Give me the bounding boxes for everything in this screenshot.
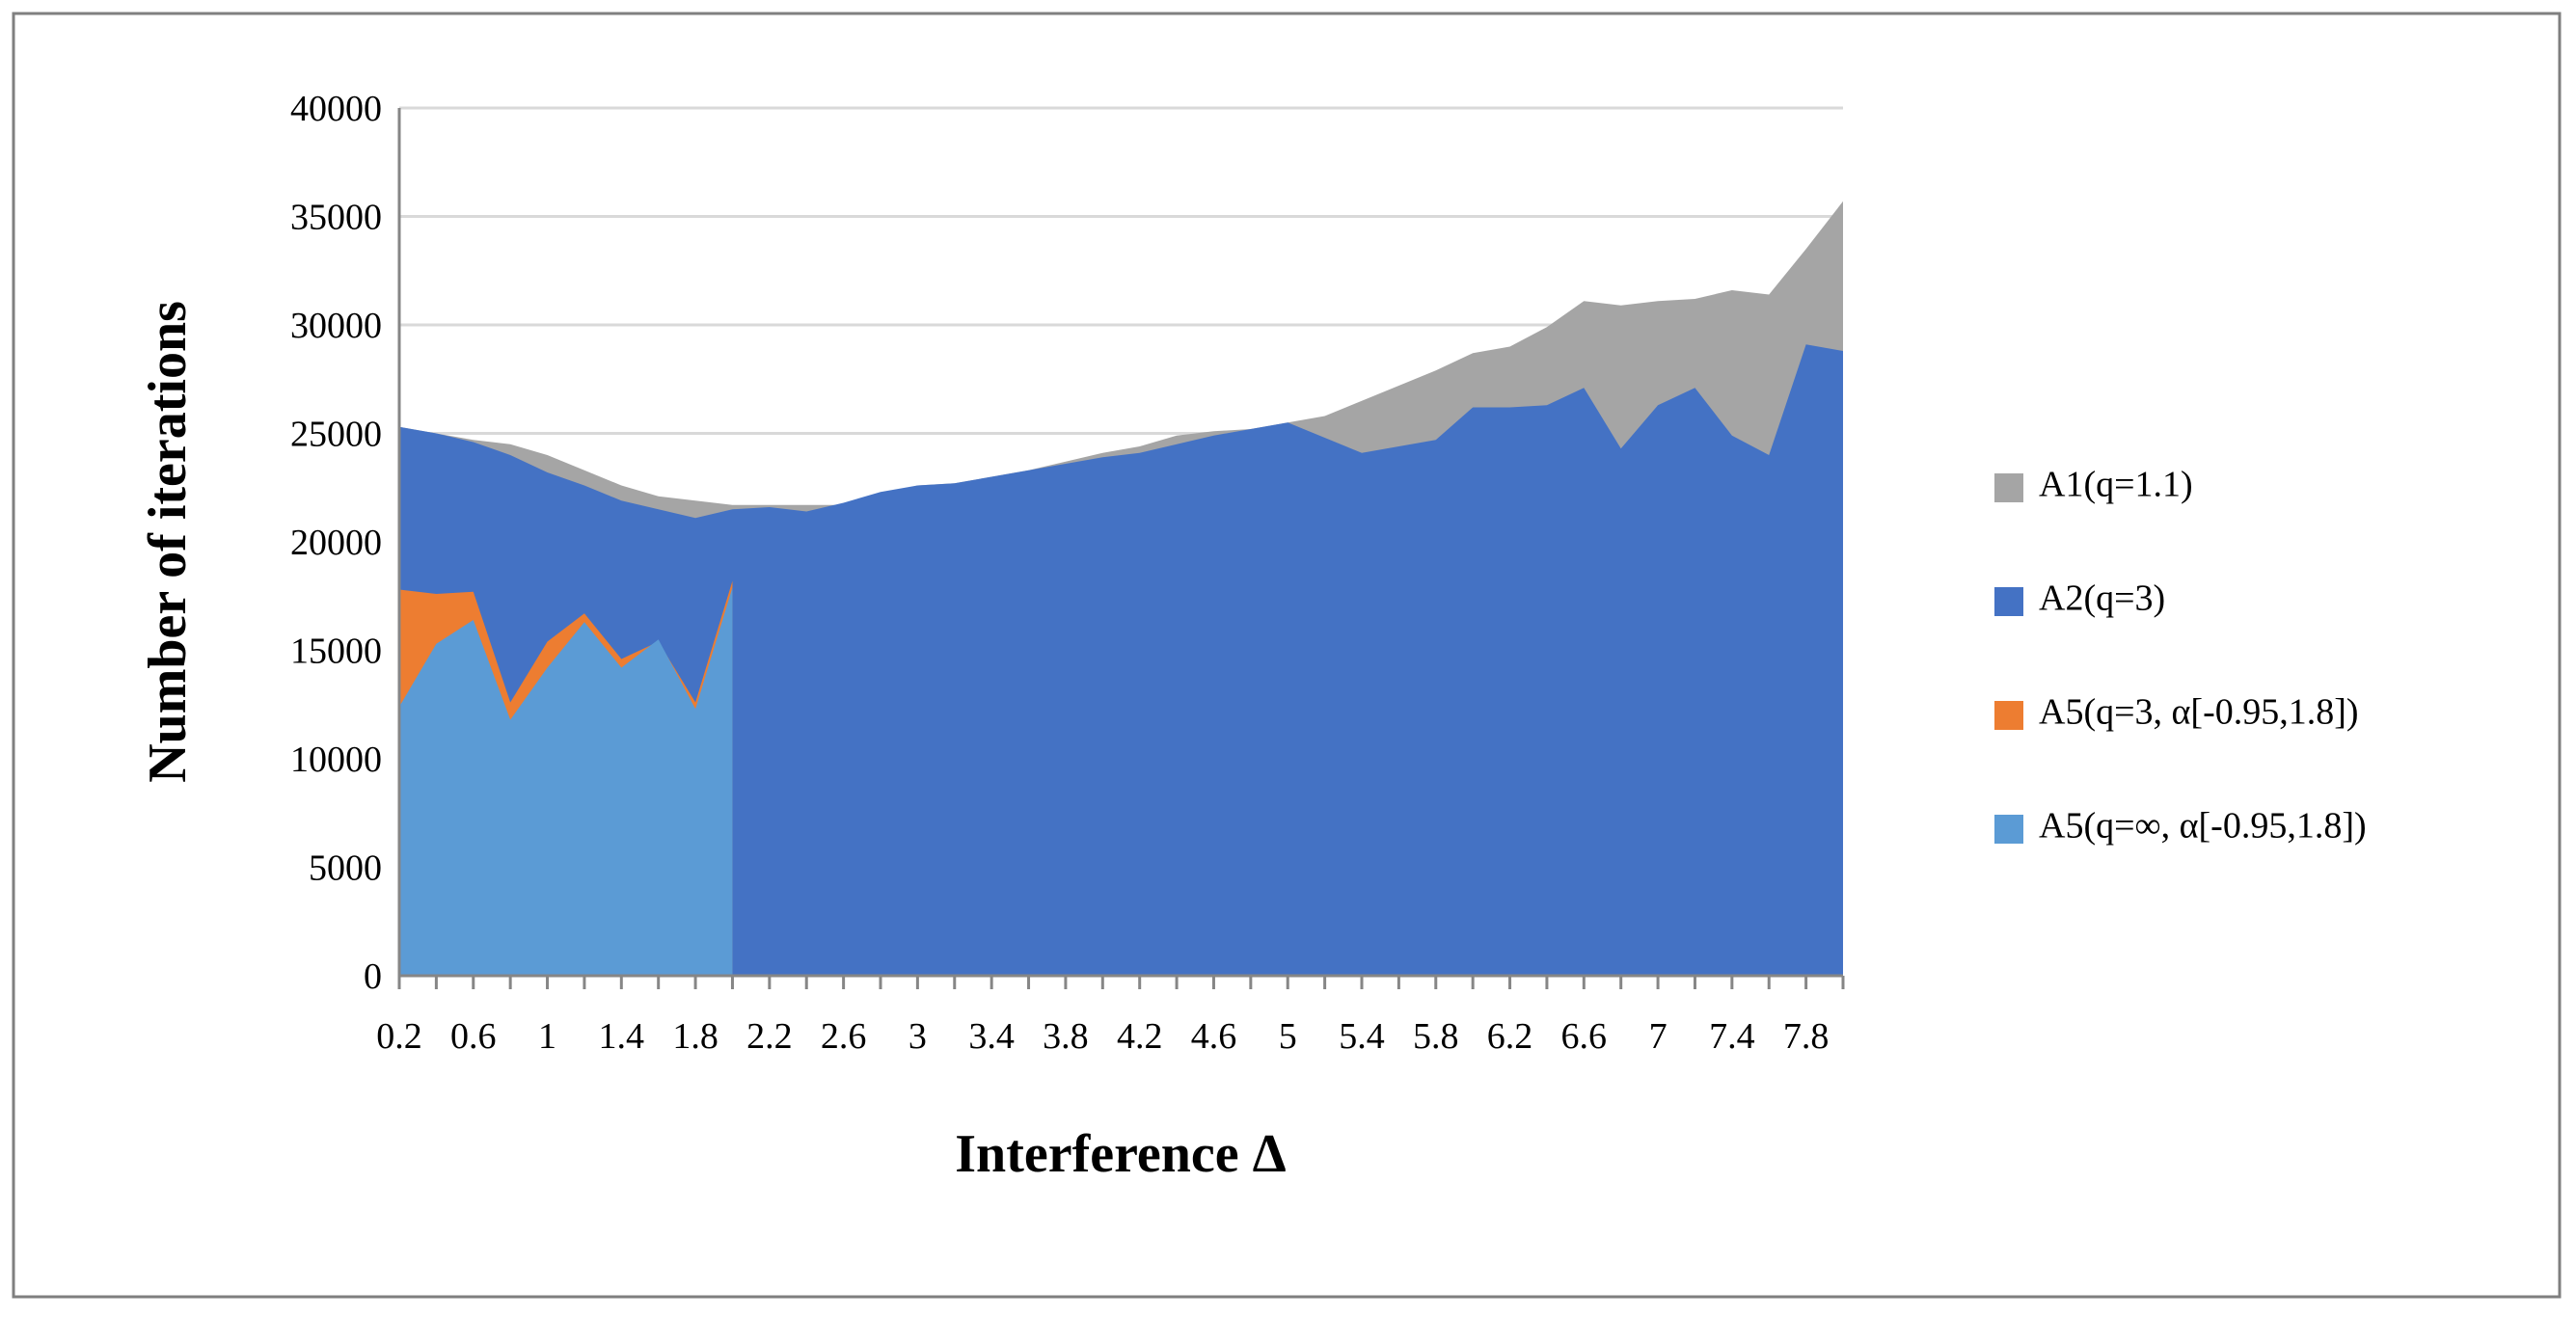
area [399,344,1843,976]
x-tick-label: 6.6 [1561,1016,1608,1057]
x-tick-label: 1.8 [672,1016,719,1057]
x-tick-label: 7.8 [1783,1016,1830,1057]
legend-label: A2(q=3) [2039,578,2165,619]
x-tick-label: 3.8 [1043,1016,1089,1057]
legend-swatch [1994,701,2023,730]
y-tick-label: 40000 [290,89,382,129]
legend-swatch [1994,473,2023,502]
x-tick-label: 5 [1279,1016,1297,1057]
legend-label: A5(q=∞, α[-0.95,1.8]) [2039,806,2367,847]
x-tick-label: 3 [908,1016,927,1057]
legend-label: A5(q=3, α[-0.95,1.8]) [2039,692,2359,733]
x-tick-label: 5.8 [1413,1016,1459,1057]
x-tick-label: 0.6 [450,1016,497,1057]
x-tick-label: 1.4 [599,1016,645,1057]
y-tick-label: 25000 [290,415,382,455]
legend-label: A1(q=1.1) [2039,465,2193,505]
y-tick-label: 15000 [290,632,382,672]
x-axis-title: Interference Δ [955,1124,1286,1184]
x-tick-label: 7 [1649,1016,1668,1057]
x-tick-label: 5.4 [1339,1016,1385,1057]
y-axis-title: Number of iterations [138,301,198,783]
legend-swatch [1994,587,2023,616]
area [399,587,733,976]
y-tick-label: 0 [364,956,382,997]
y-tick-label: 5000 [309,848,382,889]
x-tick-label: 2.6 [821,1016,867,1057]
x-tick-label: 0.2 [376,1016,422,1057]
x-tick-label: 4.6 [1191,1016,1237,1057]
x-tick-label: 7.4 [1709,1016,1755,1057]
x-tick-label: 4.2 [1117,1016,1163,1057]
y-tick-label: 20000 [290,523,382,563]
x-tick-label: 2.2 [746,1016,793,1057]
y-tick-label: 35000 [290,198,382,238]
legend-swatch [1994,815,2023,844]
x-tick-label: 1 [538,1016,556,1057]
y-tick-label: 30000 [290,306,382,346]
x-tick-label: 6.2 [1487,1016,1533,1057]
x-tick-label: 3.4 [968,1016,1015,1057]
y-tick-label: 10000 [290,740,382,780]
